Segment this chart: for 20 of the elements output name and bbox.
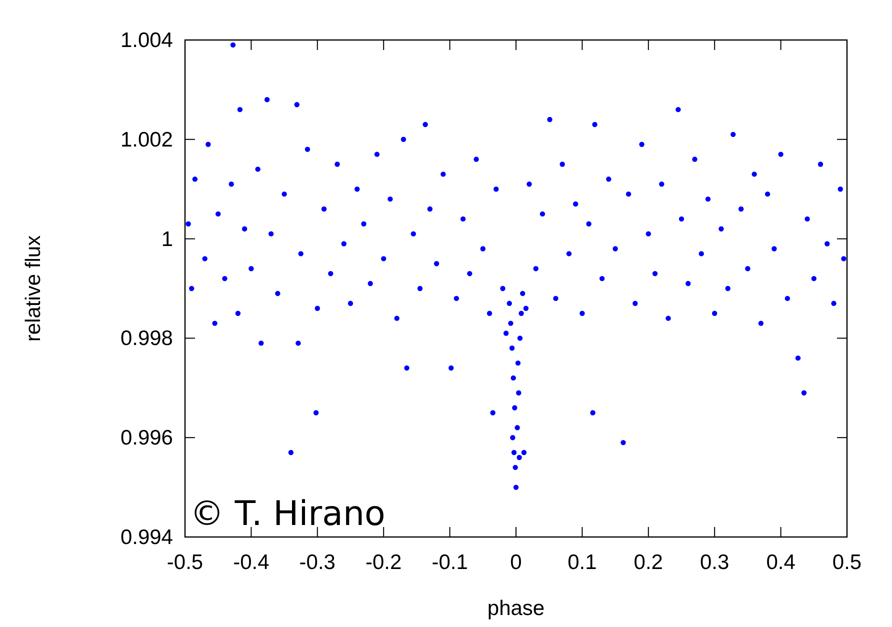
x-tick-label: 0.1 [568, 551, 597, 574]
x-tick-label: 0.5 [832, 551, 862, 574]
x-tick-label: -0.2 [366, 551, 402, 574]
y-tick-label: 1.002 [120, 128, 173, 152]
annotation: © T. Hirano [190, 494, 386, 534]
y-tick-label: 0.994 [120, 526, 174, 549]
y-tick-label: 0.996 [120, 426, 173, 450]
x-tick-label: 0.4 [766, 551, 796, 574]
x-tick-label: 0 [510, 551, 522, 574]
y-tick-label: 0.998 [120, 327, 173, 350]
x-tick-label: -0.1 [432, 551, 468, 574]
x-tick-label: -0.5 [166, 551, 204, 574]
x-tick-label: -0.4 [233, 551, 270, 574]
x-tick-label: -0.3 [299, 551, 336, 574]
x-axis-title: phase [487, 597, 545, 620]
y-tick-label: 1.004 [120, 29, 174, 52]
y-tick-label: 1 [161, 228, 173, 251]
y-axis-title: relative flux [22, 234, 45, 342]
x-tick-label: 0.3 [700, 551, 730, 574]
x-tick-label: 0.2 [634, 551, 663, 574]
